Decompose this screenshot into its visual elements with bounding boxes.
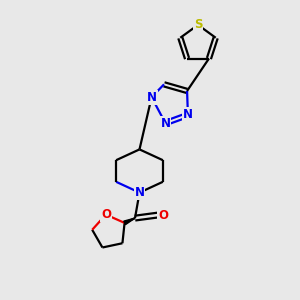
Text: N: N bbox=[134, 186, 145, 199]
Text: S: S bbox=[194, 18, 202, 32]
Text: O: O bbox=[158, 208, 168, 222]
Polygon shape bbox=[124, 218, 135, 225]
Text: N: N bbox=[183, 108, 193, 122]
Text: O: O bbox=[101, 208, 111, 221]
Text: N: N bbox=[160, 117, 170, 130]
Text: N: N bbox=[147, 91, 157, 104]
